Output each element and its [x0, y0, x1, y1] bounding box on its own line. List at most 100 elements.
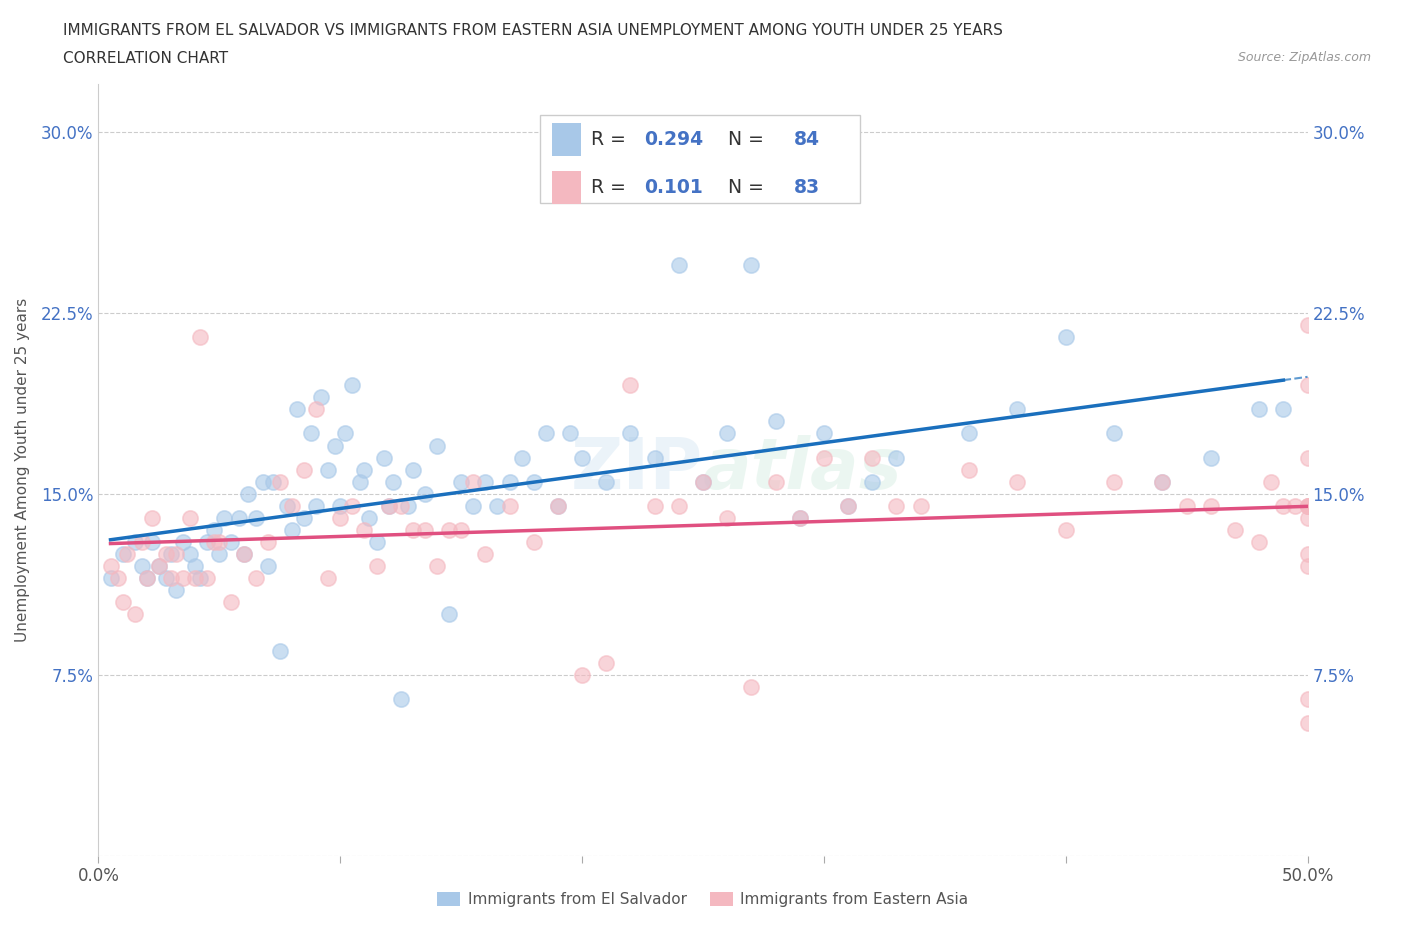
Point — [349, 474, 371, 489]
Point — [571, 450, 593, 465]
Point — [208, 547, 231, 562]
Point — [184, 559, 207, 574]
Point — [619, 426, 641, 441]
Point — [1260, 474, 1282, 489]
Point — [188, 329, 211, 344]
Point — [837, 498, 859, 513]
Point — [238, 486, 260, 501]
Point — [1272, 498, 1295, 513]
Text: 84: 84 — [793, 130, 820, 149]
Point — [1249, 535, 1271, 550]
Point — [195, 571, 218, 586]
Point — [498, 498, 520, 513]
Point — [595, 656, 617, 671]
Point — [1152, 474, 1174, 489]
Point — [1284, 498, 1306, 513]
Point — [281, 523, 304, 538]
Point — [155, 547, 177, 562]
Point — [131, 559, 153, 574]
Point — [1296, 498, 1319, 513]
Point — [148, 559, 170, 574]
Point — [426, 438, 449, 453]
Point — [221, 535, 243, 550]
Point — [523, 474, 546, 489]
Point — [498, 474, 520, 489]
Point — [165, 583, 187, 598]
Point — [486, 498, 509, 513]
Point — [252, 474, 274, 489]
Point — [269, 474, 291, 489]
Point — [135, 571, 157, 586]
Point — [204, 535, 226, 550]
Point — [644, 450, 666, 465]
Text: 83: 83 — [793, 178, 820, 197]
Point — [1249, 402, 1271, 417]
Point — [860, 450, 883, 465]
Point — [366, 535, 388, 550]
Point — [1102, 426, 1125, 441]
Point — [124, 535, 146, 550]
Point — [299, 426, 322, 441]
Text: 0.294: 0.294 — [644, 130, 703, 149]
Point — [668, 258, 690, 272]
Point — [329, 511, 352, 525]
Point — [716, 426, 738, 441]
Point — [1296, 498, 1319, 513]
Point — [740, 258, 762, 272]
Point — [1199, 450, 1222, 465]
Point — [172, 571, 194, 586]
Text: ZIP: ZIP — [571, 435, 703, 504]
Point — [256, 559, 278, 574]
Point — [221, 595, 243, 610]
Point — [789, 511, 811, 525]
Point — [1152, 474, 1174, 489]
Point — [256, 535, 278, 550]
Point — [437, 523, 460, 538]
Point — [426, 559, 449, 574]
Point — [131, 535, 153, 550]
Point — [100, 559, 122, 574]
Point — [523, 535, 546, 550]
Point — [1199, 498, 1222, 513]
Text: N =: N = — [716, 178, 770, 197]
Point — [957, 426, 980, 441]
Point — [269, 644, 291, 658]
Point — [389, 691, 412, 706]
Point — [765, 414, 787, 429]
Point — [910, 498, 932, 513]
Point — [117, 547, 139, 562]
Point — [1007, 474, 1029, 489]
Point — [402, 462, 425, 477]
Point — [1175, 498, 1198, 513]
Point — [188, 571, 211, 586]
Point — [463, 498, 485, 513]
Point — [957, 462, 980, 477]
Text: 0.101: 0.101 — [644, 178, 703, 197]
Point — [413, 486, 436, 501]
Point — [668, 498, 690, 513]
Point — [474, 474, 496, 489]
FancyBboxPatch shape — [551, 171, 581, 204]
Point — [195, 535, 218, 550]
Text: CORRELATION CHART: CORRELATION CHART — [63, 51, 228, 66]
Point — [510, 450, 533, 465]
Point — [886, 450, 908, 465]
Point — [389, 498, 412, 513]
Point — [373, 450, 395, 465]
Legend: Immigrants from El Salvador, Immigrants from Eastern Asia: Immigrants from El Salvador, Immigrants … — [432, 886, 974, 913]
Point — [595, 474, 617, 489]
Point — [329, 498, 352, 513]
Point — [160, 571, 183, 586]
Point — [228, 511, 250, 525]
Point — [285, 402, 308, 417]
Point — [571, 667, 593, 682]
Point — [262, 474, 284, 489]
Point — [111, 547, 134, 562]
Point — [1272, 402, 1295, 417]
Point — [740, 679, 762, 694]
Point — [396, 498, 419, 513]
FancyBboxPatch shape — [551, 123, 581, 155]
Point — [1007, 402, 1029, 417]
Point — [148, 559, 170, 574]
Text: Source: ZipAtlas.com: Source: ZipAtlas.com — [1237, 51, 1371, 64]
